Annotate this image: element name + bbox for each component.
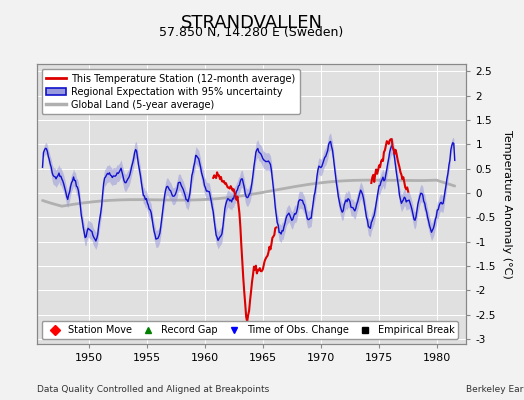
Text: Berkeley Earth: Berkeley Earth xyxy=(466,385,524,394)
Legend: Station Move, Record Gap, Time of Obs. Change, Empirical Break: Station Move, Record Gap, Time of Obs. C… xyxy=(41,321,459,339)
Text: 57.850 N, 14.280 E (Sweden): 57.850 N, 14.280 E (Sweden) xyxy=(159,26,344,39)
Y-axis label: Temperature Anomaly (°C): Temperature Anomaly (°C) xyxy=(503,130,512,278)
Text: STRANDVALLEN: STRANDVALLEN xyxy=(181,14,322,32)
Text: Data Quality Controlled and Aligned at Breakpoints: Data Quality Controlled and Aligned at B… xyxy=(37,385,269,394)
